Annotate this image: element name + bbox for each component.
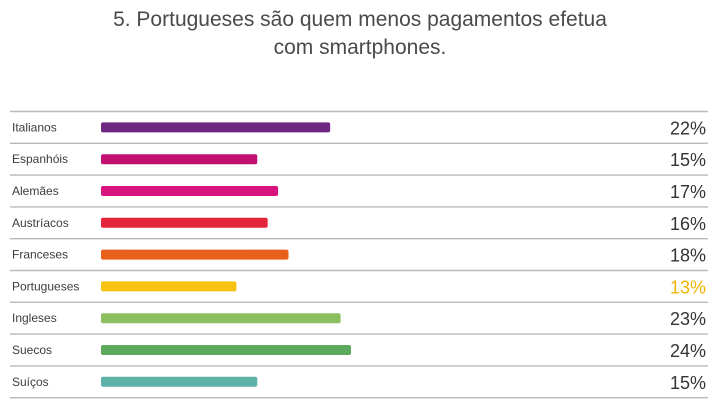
category-label: Portugueses: [12, 279, 79, 293]
value-label: 15%: [670, 150, 706, 170]
bar: [101, 122, 331, 133]
category-label: Franceses: [12, 248, 68, 262]
category-label: Espanhóis: [12, 152, 68, 166]
bar: [101, 217, 268, 228]
value-label: 23%: [670, 309, 706, 329]
category-label: Italianos: [12, 120, 57, 134]
value-label: 22%: [670, 118, 706, 138]
bar: [101, 186, 279, 196]
category-label: Suecos: [12, 343, 52, 357]
value-label: 16%: [670, 214, 706, 234]
value-label: 15%: [670, 373, 706, 393]
value-label: 17%: [670, 182, 706, 202]
bar: [101, 376, 258, 387]
value-label: 24%: [670, 341, 706, 361]
category-label: Alemães: [12, 184, 59, 198]
value-label: 13%: [670, 277, 706, 297]
chart-title-line-2: com smartphones.: [273, 36, 447, 59]
category-label: Suíços: [12, 375, 49, 389]
bar: [101, 345, 351, 355]
bar: [101, 249, 289, 260]
chart-title: 5. Portugueses são quem menos pagamentos…: [0, 6, 720, 62]
value-label: 18%: [670, 246, 706, 266]
bar: [101, 154, 258, 165]
bar: [101, 313, 341, 324]
category-label: Ingleses: [12, 311, 57, 325]
category-label: Austríacos: [12, 216, 69, 230]
chart-title-line-1: 5. Portugueses são quem menos pagamentos…: [113, 8, 607, 31]
bar: [101, 281, 237, 292]
